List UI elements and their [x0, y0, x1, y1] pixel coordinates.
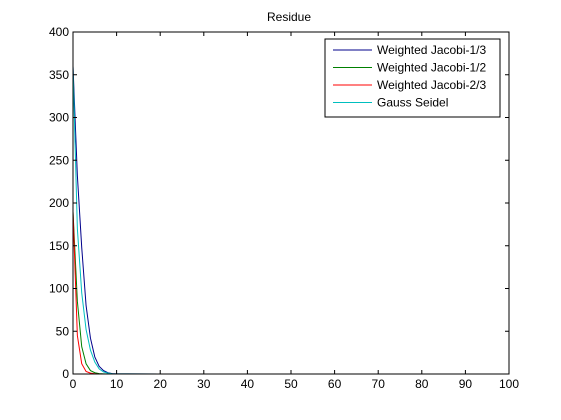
series-line-2 — [72, 211, 509, 375]
x-tick-label: 60 — [328, 377, 342, 391]
x-tick-label: 90 — [459, 377, 473, 391]
chart-title: Residue — [267, 10, 311, 24]
x-tick-label: 20 — [154, 377, 168, 391]
y-tick-label: 200 — [49, 196, 69, 210]
x-tick-label: 50 — [284, 377, 298, 391]
y-tick-label: 100 — [49, 282, 69, 296]
x-tick-label: 40 — [241, 377, 255, 391]
x-tick-label: 100 — [499, 377, 519, 391]
y-tick-label: 350 — [49, 68, 69, 82]
legend-box — [324, 38, 501, 118]
y-tick-label: 250 — [49, 153, 69, 167]
legend-label-0: Weighted Jacobi-1/3 — [377, 43, 487, 57]
legend: Weighted Jacobi-1/3 Weighted Jacobi-1/2 We… — [324, 38, 501, 118]
x-tick-label: 30 — [197, 377, 211, 391]
legend-label-1: Weighted Jacobi-1/2 — [377, 61, 487, 75]
legend-label-2: Weighted Jacobi-2/3 — [377, 78, 487, 92]
y-tick-label: 0 — [62, 367, 69, 381]
y-tick-label: 50 — [56, 324, 70, 338]
x-tick-label: 10 — [110, 377, 124, 391]
x-tick-label: 70 — [372, 377, 386, 391]
legend-label-3: Gauss Seidel — [377, 96, 448, 110]
y-tick-label: 300 — [49, 111, 69, 125]
x-tick-label: 80 — [415, 377, 429, 391]
y-tick-label: 400 — [49, 25, 69, 39]
x-tick-label: 0 — [70, 377, 77, 391]
series-line-1 — [72, 211, 509, 375]
y-tick-label: 150 — [49, 239, 69, 253]
